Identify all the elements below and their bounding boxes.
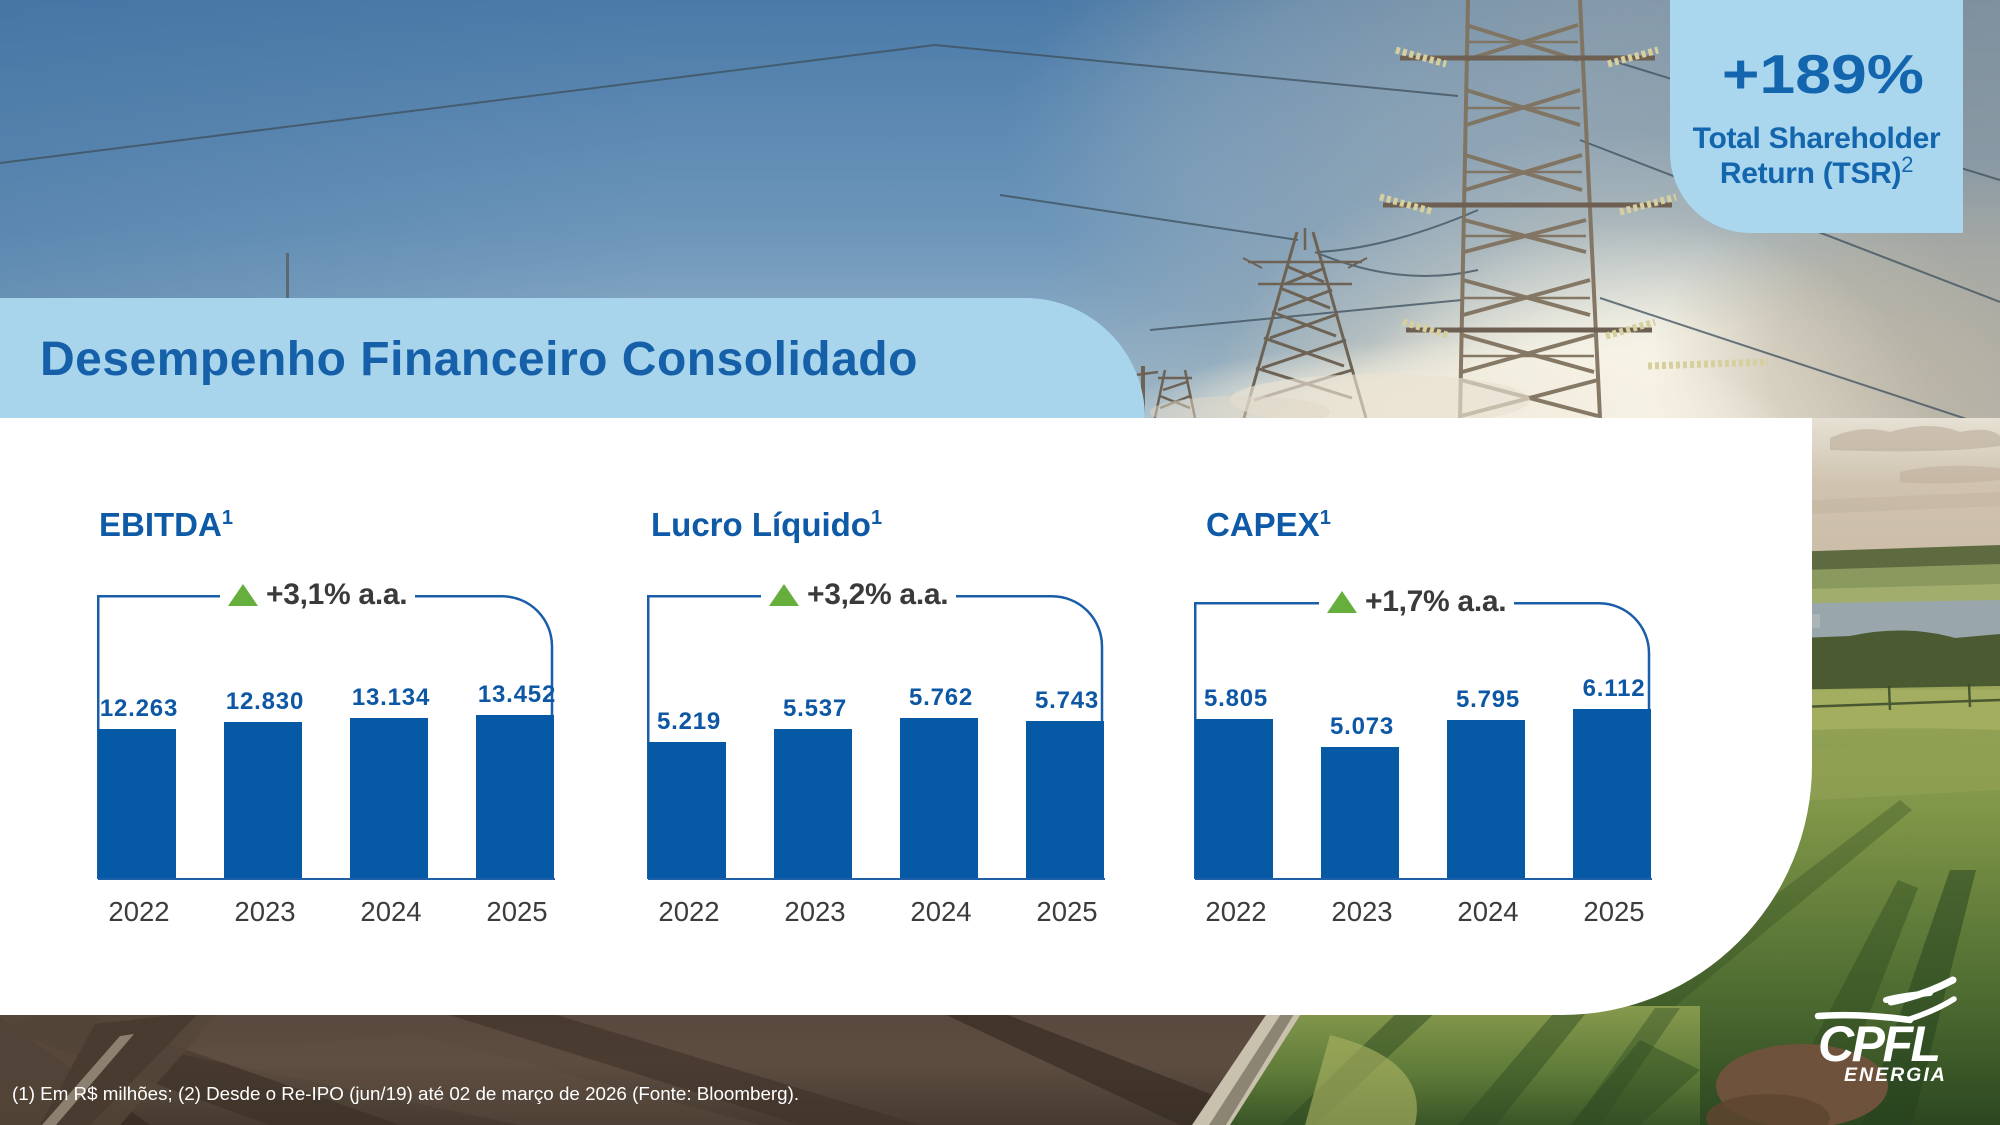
- svg-text:ENERGIA: ENERGIA: [1844, 1064, 1947, 1086]
- svg-text:CPFL: CPFL: [1818, 1016, 1939, 1072]
